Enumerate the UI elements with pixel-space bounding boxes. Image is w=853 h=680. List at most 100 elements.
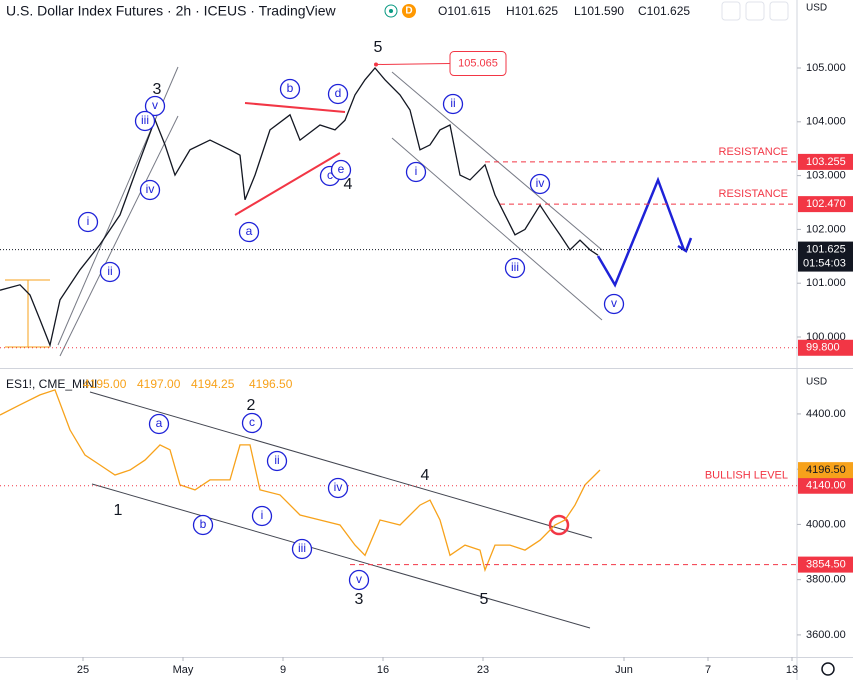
projection-path — [596, 176, 686, 288]
x-tick-label: May — [173, 664, 194, 676]
wave-circle — [139, 179, 161, 201]
y-tick-label: 104.000 — [806, 116, 846, 128]
wave-label: a — [246, 224, 253, 238]
wave-label: 5 — [480, 591, 489, 608]
ohlc-value: H101.625 — [506, 4, 558, 18]
level-note: RESISTANCE — [719, 146, 788, 158]
ohlc-value: 4194.25 — [191, 377, 235, 391]
wave-label: iii — [298, 541, 306, 555]
visibility-icon-dot — [389, 9, 393, 13]
currency: USD — [806, 3, 827, 14]
button[interactable] — [769, 1, 789, 21]
price-line — [0, 66, 599, 348]
level-label-box — [798, 556, 853, 573]
wave-circle — [241, 412, 263, 434]
channel-line — [89, 391, 593, 539]
x-tick-label: 23 — [477, 664, 489, 676]
y-tick-label: 101.000 — [806, 277, 846, 289]
level-label: 3854.50 — [806, 559, 846, 571]
countdown: 01:54:03 — [803, 257, 846, 269]
wave-circle — [405, 161, 427, 183]
settings-icon[interactable] — [821, 662, 835, 676]
projection-arrow — [677, 237, 693, 253]
wave-label: 1 — [114, 502, 123, 519]
triangle-line — [244, 102, 346, 113]
chart-title: U.S. Dollar Index Futures · 2h · ICEUS ·… — [6, 3, 337, 19]
ohlc-value: L101.590 — [574, 4, 624, 18]
wave-circle — [291, 538, 313, 560]
ohlc-value: C101.625 — [638, 4, 690, 18]
wave-circle — [330, 159, 352, 181]
badge-text: D — [405, 6, 412, 17]
wave-label: v — [356, 572, 362, 586]
y-tick-label: 105.000 — [806, 62, 846, 74]
wave-circle — [442, 93, 464, 115]
wave-circle — [504, 257, 526, 279]
x-tick-label: 13 — [786, 664, 798, 676]
header-buttons — [721, 1, 789, 21]
ohlc-value: 4197.00 — [137, 377, 181, 391]
wave-label: iv — [334, 480, 343, 494]
last-price-box — [798, 241, 853, 272]
wave-label: 4 — [421, 467, 430, 484]
last-price-label: 4196.50 — [806, 464, 846, 476]
x-tick-label: 16 — [377, 664, 389, 676]
wave-circle — [144, 95, 166, 117]
x-tick-label: 7 — [705, 664, 711, 676]
level-label-box — [798, 196, 853, 213]
wave-label: b — [200, 517, 207, 531]
y-tick-label: 4400.00 — [806, 408, 846, 420]
wave-label: b — [287, 81, 294, 95]
wave-circle — [192, 514, 214, 536]
wave-label: v — [611, 296, 617, 310]
wave-circle — [238, 221, 260, 243]
wave-circle — [603, 293, 625, 315]
wave-label: ii — [274, 453, 279, 467]
level-label-box — [798, 339, 853, 356]
wave-label: iii — [141, 113, 149, 127]
high-label: 105.065 — [458, 57, 498, 69]
channel-line — [59, 115, 179, 357]
wave-circle — [148, 413, 170, 435]
wave-label: 5 — [374, 39, 383, 56]
level-label: 103.255 — [806, 156, 846, 168]
x-tick-label: Jun — [615, 664, 633, 676]
wave-label: c — [249, 415, 255, 429]
level-note: BULLISH LEVEL — [705, 470, 788, 482]
wave-label: 2 — [247, 397, 256, 414]
wave-label: ii — [450, 96, 455, 110]
x-tick-label: 9 — [280, 664, 286, 676]
ohlc-value: O101.615 — [438, 4, 491, 18]
wave-label: e — [338, 162, 345, 176]
channel-line — [391, 137, 603, 321]
wave-label: 4 — [344, 176, 353, 193]
price-line — [0, 389, 601, 573]
level-label-box — [798, 477, 853, 494]
pane-title: ES1!, CME_MINI — [6, 377, 97, 391]
button[interactable] — [721, 1, 741, 21]
drawings — [5, 66, 693, 629]
last-price-label: 101.625 — [806, 243, 846, 255]
level-label: 99.800 — [806, 342, 840, 354]
wave-label: iv — [146, 182, 155, 196]
wave-label: 3 — [355, 591, 364, 608]
wave-label: i — [261, 508, 264, 522]
wave-label: iv — [536, 176, 545, 190]
wave-label: iii — [511, 260, 519, 274]
y-tick-label: 103.000 — [806, 170, 846, 182]
wave-label: d — [335, 86, 342, 100]
level-label: 102.470 — [806, 198, 846, 210]
wave-circle — [327, 83, 349, 105]
wave-circle — [251, 505, 273, 527]
y-tick-label: 4000.00 — [806, 518, 846, 530]
button[interactable] — [745, 1, 765, 21]
callout-box — [449, 51, 507, 77]
wave-label: a — [156, 416, 163, 430]
currency: USD — [806, 377, 827, 388]
wave-circle — [77, 211, 99, 233]
y-tick-label: 102.000 — [806, 223, 846, 235]
x-tick-label: 25 — [77, 664, 89, 676]
breakout-circle — [548, 514, 570, 536]
